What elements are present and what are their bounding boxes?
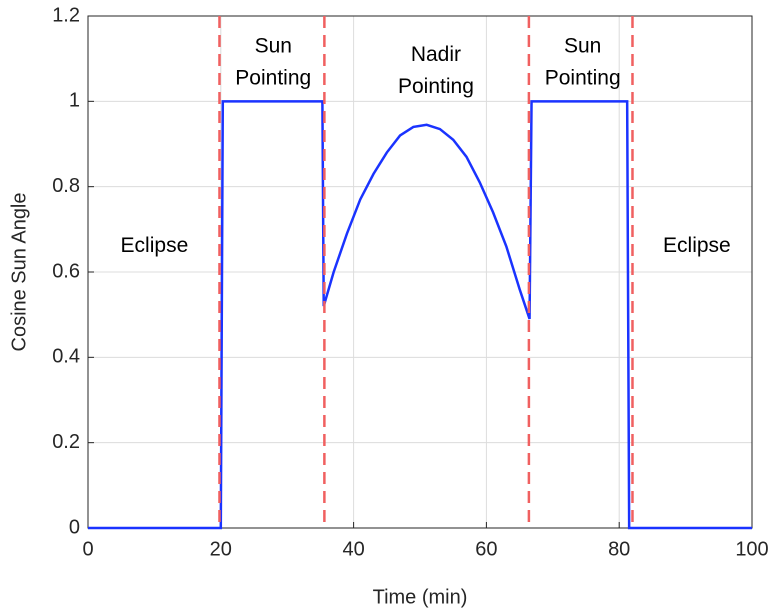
y-tick-label: 1 [69, 90, 80, 112]
y-tick-label: 0.4 [52, 346, 80, 368]
annotation: Eclipse [663, 234, 731, 257]
x-tick-label: 40 [342, 538, 364, 560]
annotation: Pointing [545, 66, 621, 89]
y-tick-label: 0.6 [52, 260, 80, 282]
plot-frame [87, 15, 753, 529]
annotation: Nadir [411, 43, 461, 66]
x-tick-label: 80 [608, 538, 630, 560]
annotation: Sun [564, 34, 601, 57]
x-tick-label: 60 [475, 538, 497, 560]
annotation: Sun [255, 34, 292, 57]
x-axis-label: Time (min) [373, 586, 468, 608]
x-tick-label: 0 [82, 538, 93, 560]
x-tick-label: 100 [735, 538, 768, 560]
y-axis-label: Cosine Sun Angle [8, 192, 30, 351]
y-tick-label: 0.2 [52, 431, 80, 453]
y-tick-label: 0 [69, 516, 80, 538]
annotation: Pointing [398, 75, 474, 98]
data-line [88, 100, 752, 530]
y-tick-label: 0.8 [52, 175, 80, 197]
x-tick-label: 20 [210, 538, 232, 560]
annotation: Pointing [235, 66, 311, 89]
annotation: Eclipse [121, 234, 189, 257]
y-tick-label: 1.2 [52, 4, 80, 26]
